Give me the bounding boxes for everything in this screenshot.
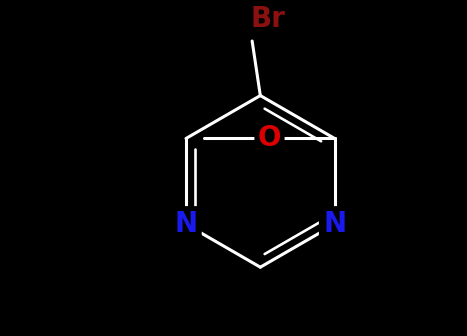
Text: N: N <box>323 210 346 238</box>
Text: O: O <box>258 124 281 153</box>
Text: N: N <box>175 210 198 238</box>
Text: Br: Br <box>251 5 286 33</box>
